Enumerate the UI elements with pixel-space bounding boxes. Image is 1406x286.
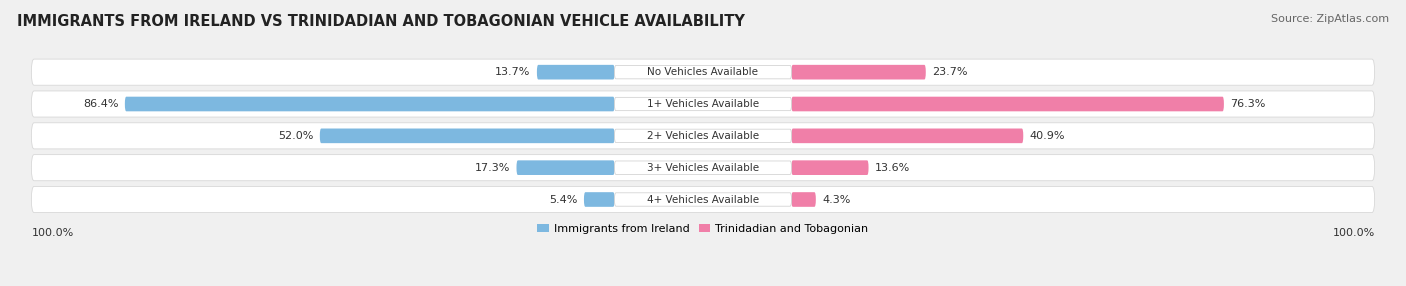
FancyBboxPatch shape	[31, 59, 1375, 85]
Text: 1+ Vehicles Available: 1+ Vehicles Available	[647, 99, 759, 109]
FancyBboxPatch shape	[792, 128, 1024, 143]
Text: No Vehicles Available: No Vehicles Available	[648, 67, 758, 77]
FancyBboxPatch shape	[319, 128, 614, 143]
FancyBboxPatch shape	[792, 97, 1223, 111]
Text: 13.7%: 13.7%	[495, 67, 530, 77]
Text: Source: ZipAtlas.com: Source: ZipAtlas.com	[1271, 14, 1389, 24]
FancyBboxPatch shape	[31, 186, 1375, 212]
FancyBboxPatch shape	[31, 155, 1375, 181]
Text: 100.0%: 100.0%	[31, 228, 73, 238]
Text: 40.9%: 40.9%	[1029, 131, 1066, 141]
FancyBboxPatch shape	[516, 160, 614, 175]
FancyBboxPatch shape	[614, 129, 792, 142]
Text: IMMIGRANTS FROM IRELAND VS TRINIDADIAN AND TOBAGONIAN VEHICLE AVAILABILITY: IMMIGRANTS FROM IRELAND VS TRINIDADIAN A…	[17, 14, 745, 29]
FancyBboxPatch shape	[792, 160, 869, 175]
FancyBboxPatch shape	[614, 193, 792, 206]
Text: 13.6%: 13.6%	[875, 163, 910, 173]
Text: 4+ Vehicles Available: 4+ Vehicles Available	[647, 194, 759, 204]
Text: 76.3%: 76.3%	[1230, 99, 1265, 109]
FancyBboxPatch shape	[614, 97, 792, 111]
FancyBboxPatch shape	[31, 91, 1375, 117]
FancyBboxPatch shape	[614, 161, 792, 174]
Text: 2+ Vehicles Available: 2+ Vehicles Available	[647, 131, 759, 141]
Text: 3+ Vehicles Available: 3+ Vehicles Available	[647, 163, 759, 173]
Text: 100.0%: 100.0%	[1333, 228, 1375, 238]
Text: 4.3%: 4.3%	[823, 194, 851, 204]
Legend: Immigrants from Ireland, Trinidadian and Tobagonian: Immigrants from Ireland, Trinidadian and…	[533, 219, 873, 238]
FancyBboxPatch shape	[537, 65, 614, 80]
Text: 86.4%: 86.4%	[83, 99, 118, 109]
Text: 17.3%: 17.3%	[475, 163, 510, 173]
FancyBboxPatch shape	[583, 192, 614, 207]
FancyBboxPatch shape	[792, 65, 925, 80]
FancyBboxPatch shape	[792, 192, 815, 207]
FancyBboxPatch shape	[125, 97, 614, 111]
FancyBboxPatch shape	[31, 123, 1375, 149]
Text: 5.4%: 5.4%	[548, 194, 578, 204]
Text: 52.0%: 52.0%	[278, 131, 314, 141]
FancyBboxPatch shape	[614, 65, 792, 79]
Text: 23.7%: 23.7%	[932, 67, 967, 77]
